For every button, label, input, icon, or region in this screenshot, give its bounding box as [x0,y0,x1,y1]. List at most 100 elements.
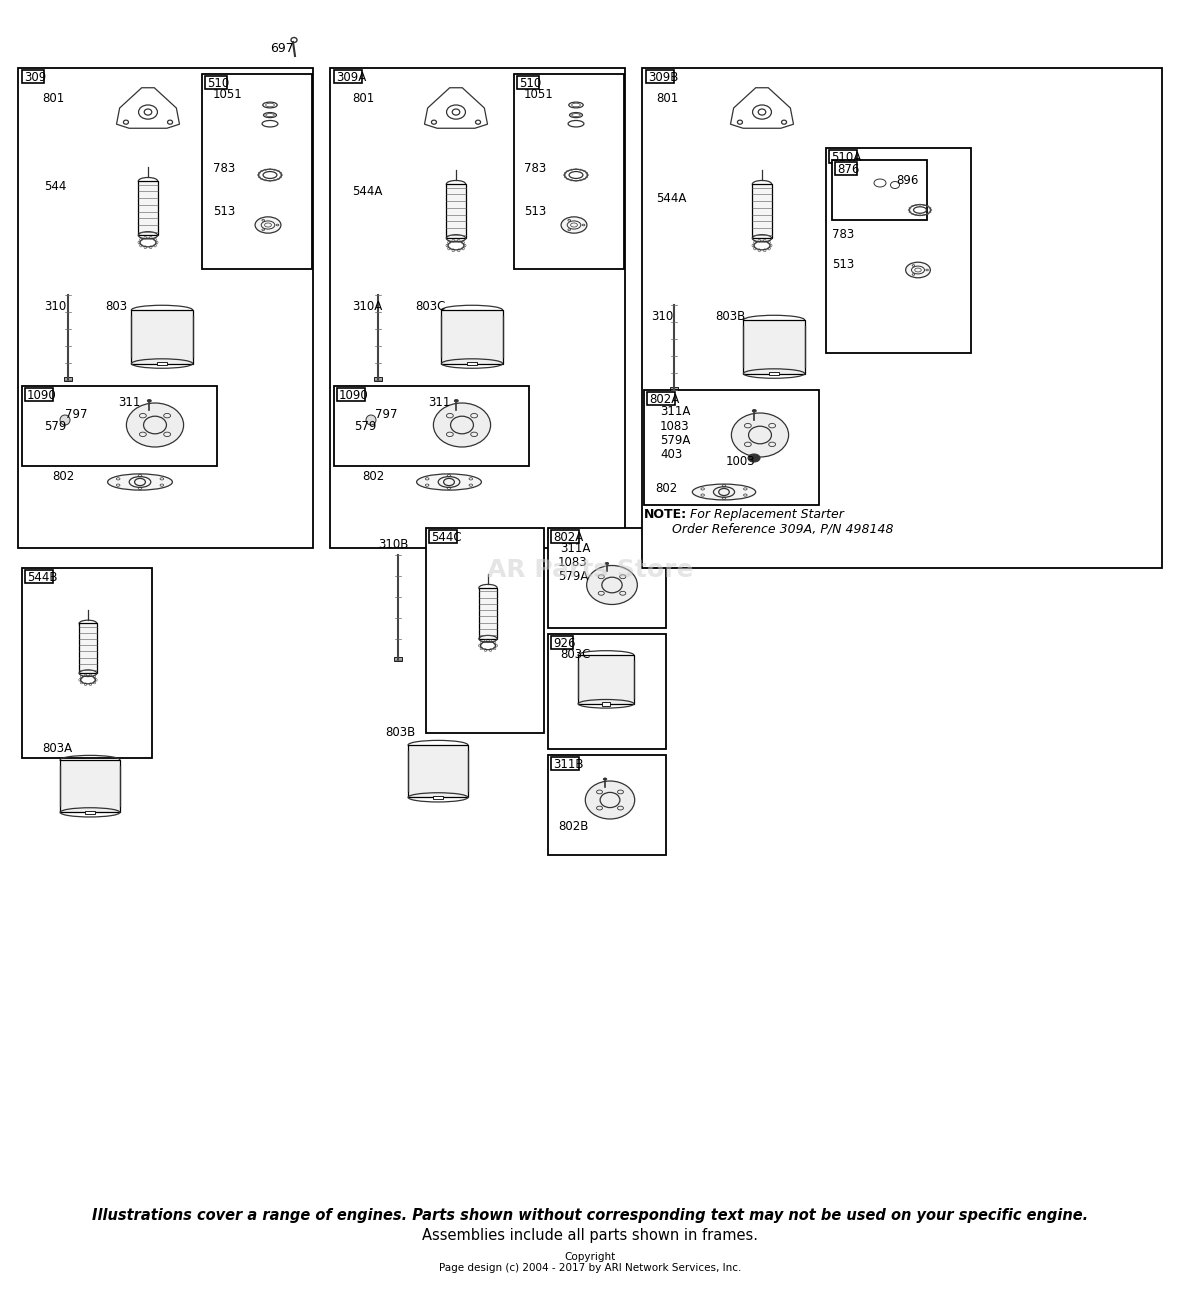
Bar [826,149,971,353]
Ellipse shape [586,566,637,605]
Ellipse shape [605,563,609,564]
Ellipse shape [560,216,586,233]
Text: 309: 309 [24,70,46,83]
Text: 510A: 510A [831,151,861,164]
Bar [548,635,666,749]
Text: 310: 310 [44,300,66,313]
Bar [433,796,442,799]
Text: 803B: 803B [715,310,746,323]
Text: 310A: 310A [352,300,382,313]
Text: 803A: 803A [42,741,72,754]
Bar [22,70,45,83]
Bar [467,362,477,365]
Text: 510: 510 [519,77,542,90]
Text: 783: 783 [524,162,546,175]
Ellipse shape [60,414,70,425]
Text: 802: 802 [52,470,74,483]
Text: 579A: 579A [558,569,589,582]
Bar [769,371,779,375]
Bar [645,70,674,83]
Bar [79,623,97,674]
Bar [548,754,666,855]
Text: For Replacement Starter: For Replacement Starter [686,508,844,521]
Bar [157,362,166,365]
Bar [334,386,529,466]
Bar [551,757,579,770]
Text: 311A: 311A [560,542,590,555]
Bar [517,76,539,89]
Ellipse shape [255,216,281,233]
Text: 802A: 802A [553,532,583,543]
Bar [337,388,365,401]
Bar [65,377,72,380]
Bar [514,74,624,268]
Text: 1090: 1090 [27,390,57,403]
Text: 579: 579 [44,420,66,433]
Bar [441,310,503,364]
Bar [131,310,192,364]
Text: 1083: 1083 [558,556,588,569]
Text: 544C: 544C [431,532,461,543]
Bar [743,321,805,374]
Text: 1090: 1090 [339,390,368,403]
Bar [753,184,772,238]
Ellipse shape [433,403,491,447]
Ellipse shape [417,474,481,490]
Bar [394,657,401,661]
Text: 310B: 310B [378,538,408,551]
Text: 1003: 1003 [726,455,755,468]
Text: 876: 876 [837,163,859,176]
Bar [832,160,927,220]
Text: 896: 896 [896,175,918,188]
Bar [25,569,53,582]
Text: 311B: 311B [553,758,583,771]
Text: 309A: 309A [336,70,366,83]
Bar [22,386,217,466]
Text: 1051: 1051 [214,89,243,102]
Ellipse shape [693,485,755,500]
Text: 783: 783 [214,162,235,175]
Text: NOTE:: NOTE: [644,508,687,521]
Text: 801: 801 [42,93,64,106]
Bar [374,377,381,380]
Text: 802A: 802A [649,394,680,407]
Bar [202,74,312,268]
Text: 311A: 311A [660,405,690,418]
Text: Illustrations cover a range of engines. Parts shown without corresponding text m: Illustrations cover a range of engines. … [92,1208,1088,1224]
Text: 797: 797 [375,408,398,421]
Bar [430,530,457,543]
Text: 797: 797 [65,408,87,421]
Bar [85,810,94,814]
Ellipse shape [585,780,635,820]
Ellipse shape [603,778,607,780]
Text: 801: 801 [352,93,374,106]
Ellipse shape [126,403,184,447]
Text: 803B: 803B [385,726,415,739]
Text: 803C: 803C [415,300,445,313]
Bar [830,150,857,163]
Text: 309B: 309B [648,70,678,83]
Text: 311: 311 [428,396,451,409]
Bar [138,181,158,236]
Text: 311: 311 [118,396,140,409]
Bar [835,162,858,175]
Ellipse shape [107,474,172,490]
Text: AR Parts Store: AR Parts Store [486,558,694,582]
Text: 802B: 802B [558,820,589,833]
Text: 310: 310 [651,310,674,323]
Text: 403: 403 [660,448,682,461]
Text: 544A: 544A [352,185,382,198]
Bar [548,528,666,628]
Bar [205,76,228,89]
Text: 544: 544 [44,180,66,193]
Text: 513: 513 [214,205,235,218]
Bar [330,68,625,549]
Bar [408,745,468,797]
Text: 1083: 1083 [660,420,689,433]
Bar [446,184,466,238]
Text: 697: 697 [270,42,294,55]
Text: 544A: 544A [656,192,687,205]
Bar [551,636,573,649]
Bar [644,390,819,506]
Text: 802: 802 [655,482,677,495]
